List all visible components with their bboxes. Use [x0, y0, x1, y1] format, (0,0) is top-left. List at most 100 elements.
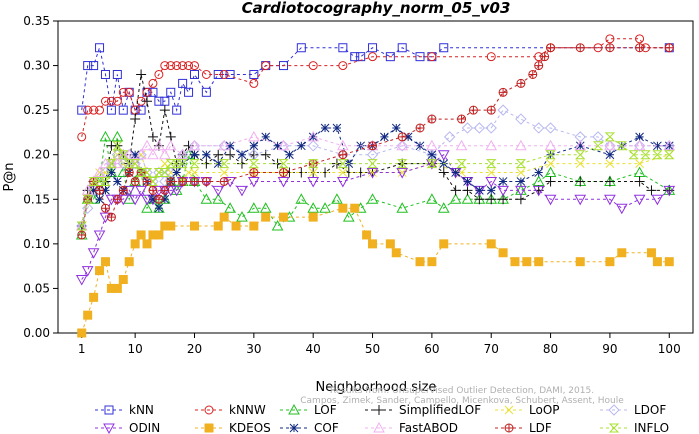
- data-point-knn: [385, 52, 395, 62]
- data-point-loop: [605, 159, 615, 168]
- data-point-simplifiedlof: [438, 167, 449, 178]
- data-point-ldof: [135, 149, 147, 161]
- data-point-knnw: [95, 105, 105, 115]
- data-point-kdeos: [439, 239, 449, 249]
- data-point-odin: [485, 176, 498, 188]
- data-point-cof: [95, 194, 104, 204]
- data-point-inflo: [177, 159, 188, 169]
- data-point-lof: [224, 202, 236, 213]
- data-point-ldof: [153, 166, 165, 179]
- data-point-kdeos: [213, 221, 223, 231]
- data-point-fastabod: [515, 139, 527, 151]
- data-point-inflo: [248, 159, 260, 169]
- data-point-odin: [93, 230, 106, 241]
- data-point-ldof: [461, 122, 474, 134]
- data-point-ldf: [397, 132, 407, 142]
- data-point-simplifiedlof: [575, 176, 586, 187]
- data-point-ldf: [368, 141, 378, 151]
- data-point-cof: [516, 177, 526, 186]
- data-point-cof: [451, 168, 460, 177]
- data-point-ldof: [473, 122, 486, 134]
- data-point-kdeos: [605, 257, 615, 267]
- legend-marker-fastabod: [373, 421, 385, 433]
- data-point-simplifiedlof: [545, 176, 556, 187]
- legend-label-inflo: INFLO: [634, 421, 669, 434]
- legend-marker-simplifiedlof: [374, 405, 384, 415]
- data-point-simplifiedlof: [130, 114, 141, 125]
- data-point-kdeos: [362, 230, 372, 240]
- data-point-lof: [99, 130, 112, 142]
- y-tick-label: 0.30: [23, 59, 50, 73]
- legend-label-cof: COF: [314, 421, 339, 434]
- data-point-odin: [117, 194, 130, 206]
- data-point-loop: [219, 168, 229, 177]
- data-point-cof: [107, 168, 116, 177]
- data-point-simplifiedlof: [634, 176, 645, 187]
- data-point-ldf: [160, 185, 170, 195]
- data-point-kdeos: [261, 212, 271, 222]
- data-point-kdeos: [124, 257, 134, 267]
- data-point-fastabod: [604, 139, 616, 151]
- data-point-ldof: [443, 131, 456, 143]
- data-point-fastabod: [135, 148, 147, 160]
- data-point-cof: [605, 150, 615, 160]
- x-tick-label: 20: [187, 342, 202, 356]
- data-point-inflo: [129, 159, 141, 169]
- data-point-cof: [403, 132, 413, 142]
- data-point-ldf: [635, 43, 645, 53]
- data-point-lof: [449, 193, 462, 204]
- data-point-cof: [202, 150, 211, 160]
- legend-marker-inflo: [608, 423, 620, 433]
- data-point-knn: [201, 87, 211, 97]
- data-point-ldf: [415, 123, 425, 133]
- data-point-inflo: [106, 159, 117, 169]
- data-point-odin: [129, 194, 141, 206]
- data-point-inflo: [218, 159, 230, 169]
- data-point-knnw: [249, 78, 259, 88]
- data-point-knn: [77, 105, 87, 115]
- credit-line-2: Campos, Zimek, Sander, Campello, Micenko…: [300, 396, 624, 406]
- data-point-lof: [200, 193, 213, 204]
- data-point-ldof: [307, 140, 319, 152]
- data-point-ldof: [633, 140, 646, 152]
- legend-marker-odin: [103, 423, 115, 434]
- data-point-cof: [380, 132, 389, 142]
- data-point-lof: [182, 148, 195, 160]
- data-point-kdeos: [498, 248, 508, 258]
- data-point-kdeos: [308, 212, 318, 222]
- y-tick-label: 0.20: [23, 148, 50, 162]
- data-point-knnw: [160, 61, 170, 71]
- data-point-loop: [190, 168, 199, 177]
- data-point-ldf: [95, 185, 105, 195]
- legend-label-loop: LoOP: [529, 403, 560, 417]
- data-point-ldof: [532, 122, 545, 134]
- data-point-cof: [273, 141, 282, 151]
- data-point-knn: [148, 87, 158, 97]
- data-point-cof: [320, 123, 330, 133]
- data-point-inflo: [147, 176, 159, 186]
- data-point-inflo: [652, 150, 663, 160]
- data-point-kdeos: [219, 212, 229, 222]
- data-point-fastabod: [337, 139, 349, 151]
- legend-marker-knnw: [204, 405, 214, 415]
- plot-frame: [57, 20, 694, 334]
- data-point-knnw: [189, 61, 199, 71]
- data-point-odin: [75, 275, 88, 286]
- data-point-inflo: [118, 150, 129, 160]
- data-point-inflo: [367, 159, 378, 169]
- data-point-kdeos: [385, 239, 395, 249]
- data-point-fastabod: [307, 130, 320, 142]
- data-point-ldf: [605, 43, 615, 53]
- x-axis: 1 10 20 30 40 50 60 70 80 90 100: [78, 333, 681, 356]
- data-point-inflo: [307, 159, 319, 169]
- data-point-lof: [437, 202, 450, 213]
- data-point-inflo: [82, 194, 93, 204]
- data-point-knnw: [486, 52, 496, 62]
- legend-item-odin: ODIN: [95, 421, 160, 434]
- data-point-ldf: [118, 185, 128, 195]
- data-point-simplifiedlof: [142, 96, 153, 107]
- data-point-ldf: [457, 114, 467, 124]
- data-point-odin: [532, 185, 545, 197]
- data-point-cof: [101, 186, 110, 195]
